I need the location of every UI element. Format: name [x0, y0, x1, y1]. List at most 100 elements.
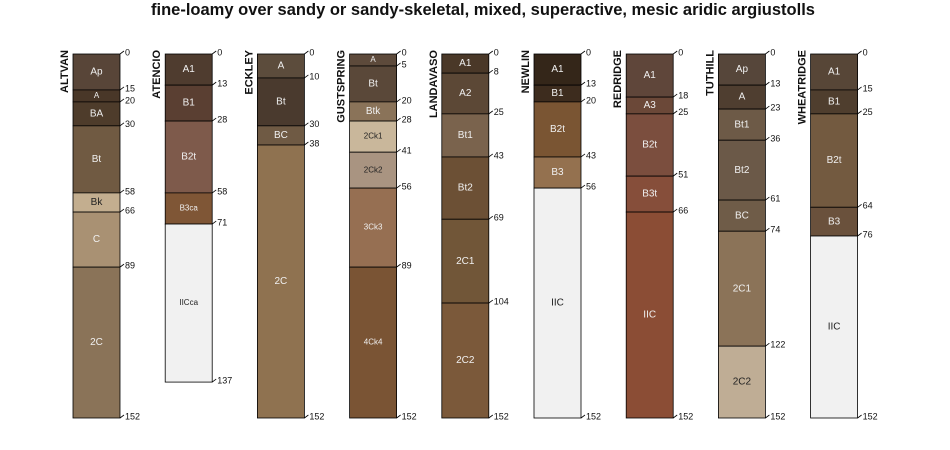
- horizon-rect: [72, 125, 121, 194]
- depth-tick: [580, 50, 586, 55]
- horizon-rect: [718, 199, 766, 232]
- depth-tick: [672, 172, 678, 177]
- depth-tick: [211, 81, 217, 86]
- horizon-label: B3ca: [180, 204, 199, 213]
- depth-label: 89: [402, 261, 412, 271]
- depth-tick: [304, 74, 309, 79]
- horizon-rect: [349, 151, 398, 189]
- depth-tick: [765, 414, 770, 419]
- depth-tick: [304, 141, 309, 146]
- horizon-label: A1: [828, 67, 841, 78]
- horizon-label: BC: [735, 210, 749, 221]
- horizon-rect: [164, 84, 213, 122]
- soil-profile: ATENCIO A1 B1 B2t B3ca IICca 0 13 28 58 71 137: [151, 47, 232, 385]
- horizon-rect: [718, 230, 766, 347]
- horizon-rect: [349, 120, 398, 153]
- depth-tick: [396, 62, 401, 67]
- horizon-label: Bt2: [734, 165, 749, 176]
- depth-tick: [857, 203, 862, 208]
- profile-name: NEWLIN: [520, 50, 532, 93]
- horizon-label: Bt: [276, 97, 286, 108]
- soil-profile: NEWLIN A1 B1 B2t B3 IIC 0 13 20 43 56 152: [520, 47, 601, 421]
- horizon-label: B2t: [642, 140, 657, 151]
- depth-label: 0: [125, 47, 130, 57]
- depth-label: 56: [402, 181, 412, 191]
- depth-label: 13: [770, 79, 780, 89]
- soil-profile: REDRIDGE A1 A3 B2t B3t IIC 0 18 25 51 66 152: [612, 47, 693, 421]
- depth-label: 64: [863, 201, 873, 211]
- horizon-rect: [164, 120, 213, 194]
- depth-label: 25: [863, 107, 873, 117]
- depth-label: 66: [125, 205, 135, 215]
- depth-tick: [765, 227, 770, 232]
- depth-tick: [580, 98, 586, 103]
- depth-tick: [672, 93, 678, 98]
- depth-label: 61: [770, 193, 780, 203]
- horizon-rect: [164, 53, 213, 86]
- depth-label: 152: [770, 411, 785, 421]
- horizon-label: Ap: [736, 64, 749, 75]
- depth-label: 51: [678, 170, 688, 180]
- horizon-rect: [164, 192, 213, 225]
- horizon-rect: [718, 53, 766, 86]
- depth-tick: [119, 414, 125, 419]
- horizon-label: Bt2: [458, 183, 473, 194]
- depth-tick: [765, 196, 770, 201]
- depth-label: 152: [678, 411, 693, 421]
- depth-label: 137: [217, 375, 232, 385]
- depth-label: 152: [494, 411, 509, 421]
- depth-label: 36: [770, 134, 780, 144]
- depth-label: 15: [125, 83, 135, 93]
- depth-tick: [396, 184, 401, 189]
- depth-tick: [488, 153, 494, 158]
- soil-profile: ALTVAN Ap A BA Bt Bk C 2C 0 15 20 30 58 66 89 152: [59, 47, 140, 421]
- depth-tick: [765, 342, 770, 347]
- horizon-rect: [533, 156, 582, 189]
- depth-label: 66: [678, 205, 688, 215]
- horizon-label: 3Ck3: [364, 223, 383, 232]
- depth-tick: [396, 50, 401, 55]
- depth-tick: [857, 414, 862, 419]
- horizon-label: BC: [274, 130, 288, 141]
- horizon-rect: [625, 175, 674, 213]
- horizon-label: A1: [644, 70, 657, 81]
- depth-label: 5: [402, 59, 407, 69]
- depth-label: 74: [770, 225, 780, 235]
- depth-label: 104: [494, 296, 509, 306]
- horizon-rect: [164, 223, 213, 383]
- depth-label: 43: [586, 150, 596, 160]
- horizon-rect: [72, 211, 121, 268]
- horizon-label: 2Ck2: [364, 165, 383, 174]
- horizon-label: 2C1: [456, 256, 475, 267]
- depth-label: 122: [770, 340, 785, 350]
- horizon-rect: [810, 53, 858, 91]
- horizon-label: B3: [551, 167, 564, 178]
- depth-tick: [580, 184, 586, 189]
- horizon-rect: [349, 187, 398, 268]
- depth-tick: [396, 148, 401, 153]
- depth-tick: [857, 86, 862, 91]
- horizon-label: Bk: [91, 197, 104, 208]
- horizon-label: C: [93, 234, 100, 245]
- horizon-rect: [533, 187, 582, 419]
- depth-tick: [857, 50, 862, 55]
- horizon-label: 2C: [275, 276, 288, 287]
- depth-label: 13: [217, 79, 227, 89]
- depth-label: 89: [125, 261, 135, 271]
- depth-label: 0: [402, 47, 407, 57]
- horizon-label: A3: [644, 100, 657, 111]
- depth-label: 76: [863, 229, 873, 239]
- depth-tick: [119, 86, 125, 91]
- depth-label: 20: [402, 95, 412, 105]
- horizon-rect: [349, 266, 398, 419]
- horizon-rect: [72, 53, 121, 91]
- horizon-label: Bt1: [734, 119, 749, 130]
- horizon-label: A1: [459, 58, 472, 69]
- depth-label: 43: [494, 150, 504, 160]
- horizon-label: B2t: [181, 152, 196, 163]
- depth-tick: [488, 50, 494, 55]
- depth-tick: [119, 50, 125, 55]
- horizon-label: A1: [183, 64, 196, 75]
- horizon-rect: [441, 156, 490, 220]
- depth-tick: [211, 189, 217, 194]
